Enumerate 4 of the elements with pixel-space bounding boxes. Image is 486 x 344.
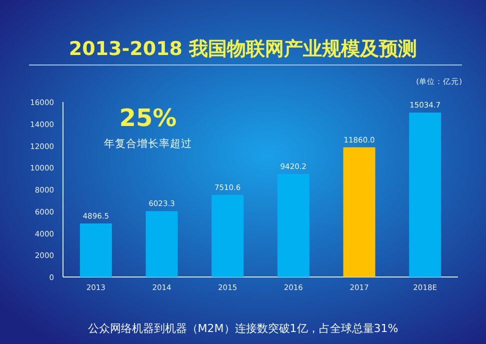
chart-title: 2013-2018 我国物联网产业规模及预测 — [68, 38, 418, 60]
annotation: 年复合增长率超过 — [104, 137, 192, 150]
text: 公众网络机器到机器（M2M）连接数突破1亿，占全球总量31% — [88, 322, 398, 335]
annotation: 25% — [119, 104, 177, 132]
